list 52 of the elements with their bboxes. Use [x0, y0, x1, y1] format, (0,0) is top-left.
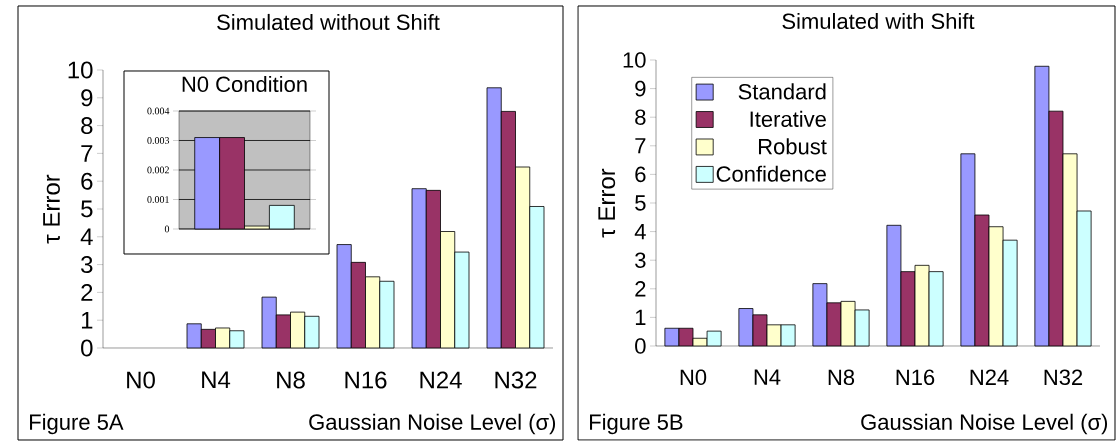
x-tick-label: N16	[896, 369, 935, 386]
y-tick-label: 10	[623, 52, 646, 68]
y-tick-label: 2	[81, 284, 93, 301]
y-tick-label: 7	[81, 145, 93, 162]
y-axis-title: τ Error	[43, 174, 60, 244]
chart-title: N0 Condition	[182, 75, 307, 93]
y-tick-label: 9	[81, 89, 93, 107]
chart-title: Simulated without Shift	[217, 13, 440, 31]
y-tick-label: 10	[68, 61, 93, 79]
y-tick-label: 2	[635, 281, 646, 297]
y-tick-label: 6	[635, 166, 646, 183]
x-tick-label: N32	[1044, 369, 1083, 386]
y-tick-label: 4	[80, 228, 93, 246]
y-tick-label: 0.003	[147, 137, 170, 144]
y-tick-label: 7	[635, 138, 646, 154]
x-tick-label: N32	[495, 371, 537, 389]
legend-label: Iterative	[750, 110, 826, 127]
y-tick-label: 8	[81, 117, 93, 135]
x-tick-label: N0	[127, 371, 155, 389]
x-tick-label: N4	[202, 371, 231, 389]
chart-title: Simulated with Shift	[782, 12, 975, 30]
y-tick-label: 6	[81, 172, 93, 190]
x-tick-label: N0	[680, 369, 707, 386]
x-tick-label: N16	[345, 371, 387, 389]
legend-label: Standard	[738, 83, 826, 100]
y-tick-label: 3	[635, 252, 646, 268]
y-tick-label: 1	[81, 311, 93, 329]
x-tick-label: N4	[754, 369, 781, 385]
x-tick-label: N24	[970, 369, 1009, 385]
y-tick-label: 8	[635, 109, 646, 125]
y-tick-label: 0	[635, 338, 646, 354]
x-tick-label: N8	[277, 371, 305, 389]
y-tick-label: 1	[635, 309, 646, 325]
y-tick-label: 0.002	[147, 166, 169, 174]
y-tick-label: 5	[635, 195, 646, 211]
x-tick-label: N24	[420, 371, 462, 389]
caption: Figure 5B	[590, 413, 683, 435]
x-axis-title: Gaussian Noise Level (σ)	[309, 413, 556, 435]
y-tick-label: 4	[634, 224, 646, 240]
y-tick-label: 0.001	[147, 196, 169, 203]
y-tick-label: 3	[81, 256, 93, 274]
y-tick-label: 0	[81, 339, 93, 357]
y-tick-label: 5	[81, 200, 93, 218]
y-axis-title: τ Error	[598, 168, 616, 238]
x-axis-title: Gaussian Noise Level (σ)	[861, 413, 1108, 435]
legend-label: Robust	[758, 138, 827, 155]
legend-label: Confidence	[716, 165, 826, 182]
x-tick-label: N8	[828, 369, 855, 386]
y-tick-label: 9	[635, 80, 646, 97]
caption: Figure 5A	[30, 413, 124, 435]
y-tick-label: 0	[164, 225, 170, 233]
y-tick-label: 0.004	[147, 107, 170, 115]
